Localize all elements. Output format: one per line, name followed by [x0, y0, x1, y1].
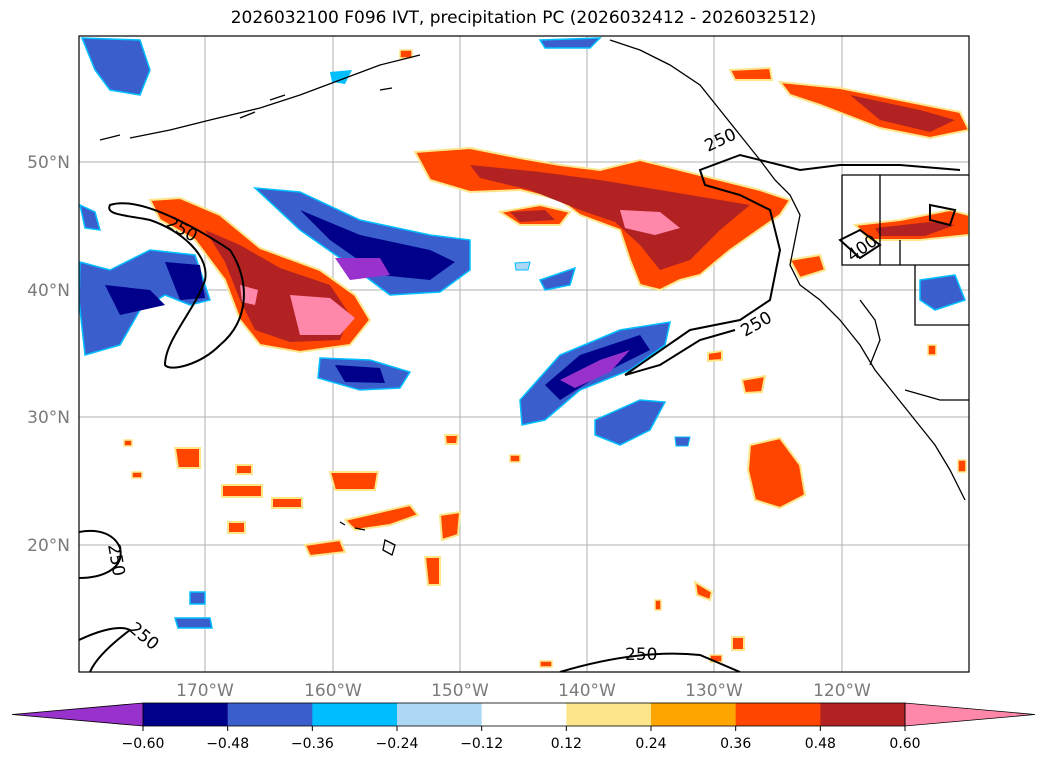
- coastlines: [99, 39, 969, 556]
- lon-label: 170°W: [176, 681, 234, 701]
- colorbar-segment: [481, 703, 567, 726]
- colorbar-extend-low: [11, 702, 144, 727]
- colorbar-tick-label: 0.60: [889, 736, 920, 752]
- lon-labels: 170°W 160°W 150°W 140°W 130°W 120°W: [176, 681, 871, 701]
- colorbar-ticks: −0.60 −0.48 −0.36 −0.24 −0.12 0.12 0.24 0.36 0.4…: [122, 726, 921, 752]
- positive-precip-anomalies: [123, 49, 969, 668]
- map-frame: [78, 35, 970, 673]
- lat-label: 20°N: [27, 536, 70, 556]
- colorbar: [11, 702, 1036, 727]
- lat-labels: 50°N 40°N 30°N 20°N: [27, 153, 70, 556]
- colorbar-segment: [312, 703, 398, 726]
- colorbar-tick-label: −0.36: [291, 736, 334, 752]
- lon-label: 140°W: [558, 681, 616, 701]
- map-area: [79, 36, 969, 672]
- ivt-contours: [79, 153, 961, 672]
- colorbar-tick-label: 0.36: [720, 736, 751, 752]
- map-title: 2026032100 F096 IVT, precipitation PC (2…: [230, 8, 817, 28]
- colorbar-tick-label: 0.24: [635, 736, 666, 752]
- colorbar-tick-label: 0.48: [805, 736, 836, 752]
- lat-label: 30°N: [27, 408, 70, 428]
- colorbar-segment: [820, 703, 906, 726]
- colorbar-segment: [735, 703, 821, 726]
- colorbar-segment: [651, 703, 737, 726]
- colorbar-tick-label: 0.12: [551, 736, 582, 752]
- lat-label: 50°N: [27, 153, 70, 173]
- colorbar-tick-label: −0.60: [122, 736, 165, 752]
- negative-precip-anomalies: [79, 37, 966, 629]
- colorbar-extend-high: [904, 702, 1036, 727]
- lat-label: 40°N: [27, 281, 70, 301]
- lon-label: 150°W: [431, 681, 489, 701]
- colorbar-segment: [566, 703, 652, 726]
- colorbar-segment: [143, 703, 229, 726]
- colorbar-tick-label: −0.48: [206, 736, 249, 752]
- colorbar-tick-label: −0.12: [460, 736, 503, 752]
- lon-label: 160°W: [304, 681, 362, 701]
- colorbar-segment: [227, 703, 313, 726]
- colorbar-tick-label: −0.24: [376, 736, 419, 752]
- lon-label: 120°W: [813, 681, 871, 701]
- colorbar-outline: [142, 702, 906, 727]
- colorbar-segment: [397, 703, 483, 726]
- contour-label: 250: [625, 645, 657, 665]
- lon-label: 130°W: [685, 681, 743, 701]
